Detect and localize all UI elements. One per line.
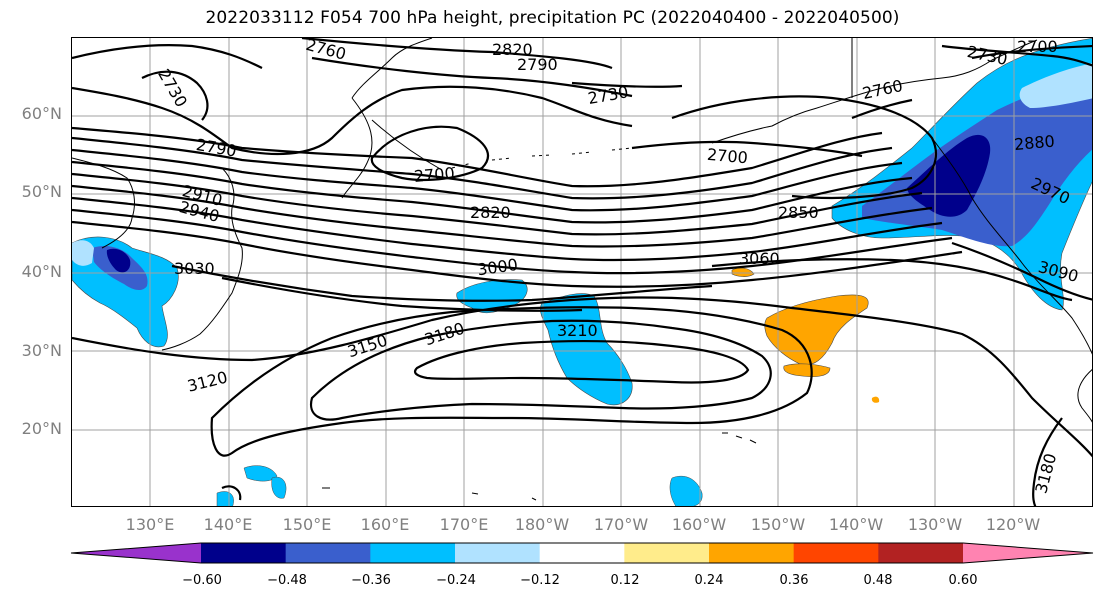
colorbar-segment <box>963 543 1093 563</box>
colorbar-segment <box>709 543 795 563</box>
colorbar-segment <box>71 543 201 563</box>
colorbar-segment <box>793 543 879 563</box>
colorbar-tick-label: 0.36 <box>779 573 809 588</box>
colorbar-segment <box>201 543 287 563</box>
colorbar-segment <box>370 543 456 563</box>
contour-label: 3210 <box>557 321 598 340</box>
lon-label-160w: 160°W <box>671 515 727 534</box>
map-title: 2022033112 F054 700 hPa height, precipit… <box>205 8 900 28</box>
colorbar-segment <box>285 543 371 563</box>
colorbar-tick-label: −0.60 <box>182 573 222 588</box>
colorbar-tick-label: −0.36 <box>351 573 391 588</box>
contour-label: 2730 <box>154 66 191 111</box>
contour-label: 3060 <box>739 249 780 268</box>
lon-label-150e: 150°E <box>282 515 332 534</box>
lat-label-30n: 30°N <box>21 341 62 360</box>
colorbar <box>70 542 1094 564</box>
coastlines <box>72 38 1092 501</box>
colorbar-segment <box>455 543 541 563</box>
colorbar-border <box>70 542 1094 564</box>
lat-label-50n: 50°N <box>21 182 62 201</box>
contour-label: 2790 <box>195 135 238 161</box>
colorbar-tick-label: 0.60 <box>948 573 978 588</box>
contour-label: 2760 <box>861 76 905 103</box>
colorbar-segment <box>624 543 710 563</box>
contour-label: 3180 <box>1031 451 1060 495</box>
lon-label-130w: 130°W <box>907 515 963 534</box>
colorbar-tick-label: 0.12 <box>610 573 640 588</box>
lon-label-130e: 130°E <box>125 515 175 534</box>
lon-label-160e: 160°E <box>360 515 410 534</box>
lon-label-170w: 170°W <box>593 515 649 534</box>
lon-label-170e: 170°E <box>439 515 489 534</box>
precip-shading <box>72 38 1092 506</box>
colorbar-tick-label: −0.24 <box>436 573 476 588</box>
contour-label: 3150 <box>345 331 390 362</box>
contour-labels: 2760 2730 2820 2790 2730 2700 2730 2760 … <box>154 38 1080 496</box>
colorbar-tick-label: −0.12 <box>520 573 560 588</box>
contour-label: 2700 <box>1017 38 1058 56</box>
contour-label: 3000 <box>476 255 519 279</box>
lon-label-140e: 140°E <box>203 515 253 534</box>
colorbar-tick-label: 0.48 <box>863 573 893 588</box>
map-canvas: 2760 2730 2820 2790 2730 2700 2730 2760 … <box>72 38 1092 506</box>
lon-label-120w: 120°W <box>985 515 1041 534</box>
map-panel: 2760 2730 2820 2790 2730 2700 2730 2760 … <box>71 37 1093 507</box>
contour-label: 2880 <box>1013 132 1055 154</box>
colorbar-outline <box>70 542 1094 564</box>
lon-label-150w: 150°W <box>750 515 806 534</box>
contour-label: 2820 <box>492 40 533 59</box>
colorbar-segment <box>539 543 625 563</box>
contour-label: 2700 <box>413 163 455 185</box>
lat-label-20n: 20°N <box>21 419 62 438</box>
contour-label: 2730 <box>586 82 629 108</box>
height-contours <box>72 38 1092 506</box>
colorbar-tick-label: 0.24 <box>694 573 724 588</box>
precip-area-orange <box>764 294 869 366</box>
contour-label: 2850 <box>778 203 819 222</box>
colorbar-tick-label: −0.48 <box>267 573 307 588</box>
lat-label-40n: 40°N <box>21 262 62 281</box>
lon-label-180w: 180°W <box>514 515 570 534</box>
lat-label-60n: 60°N <box>21 104 62 123</box>
lon-label-140w: 140°W <box>828 515 884 534</box>
contour-label: 2700 <box>706 145 748 167</box>
contour-label: 2820 <box>470 203 511 222</box>
contour-label: 2730 <box>965 42 1009 69</box>
contour-label: 2790 <box>517 55 558 74</box>
colorbar-segments <box>71 543 1093 563</box>
colorbar-segment <box>878 543 964 563</box>
contour-label: 3120 <box>185 367 229 395</box>
contour-label: 3180 <box>422 319 467 350</box>
contour-label: 3030 <box>174 259 215 278</box>
